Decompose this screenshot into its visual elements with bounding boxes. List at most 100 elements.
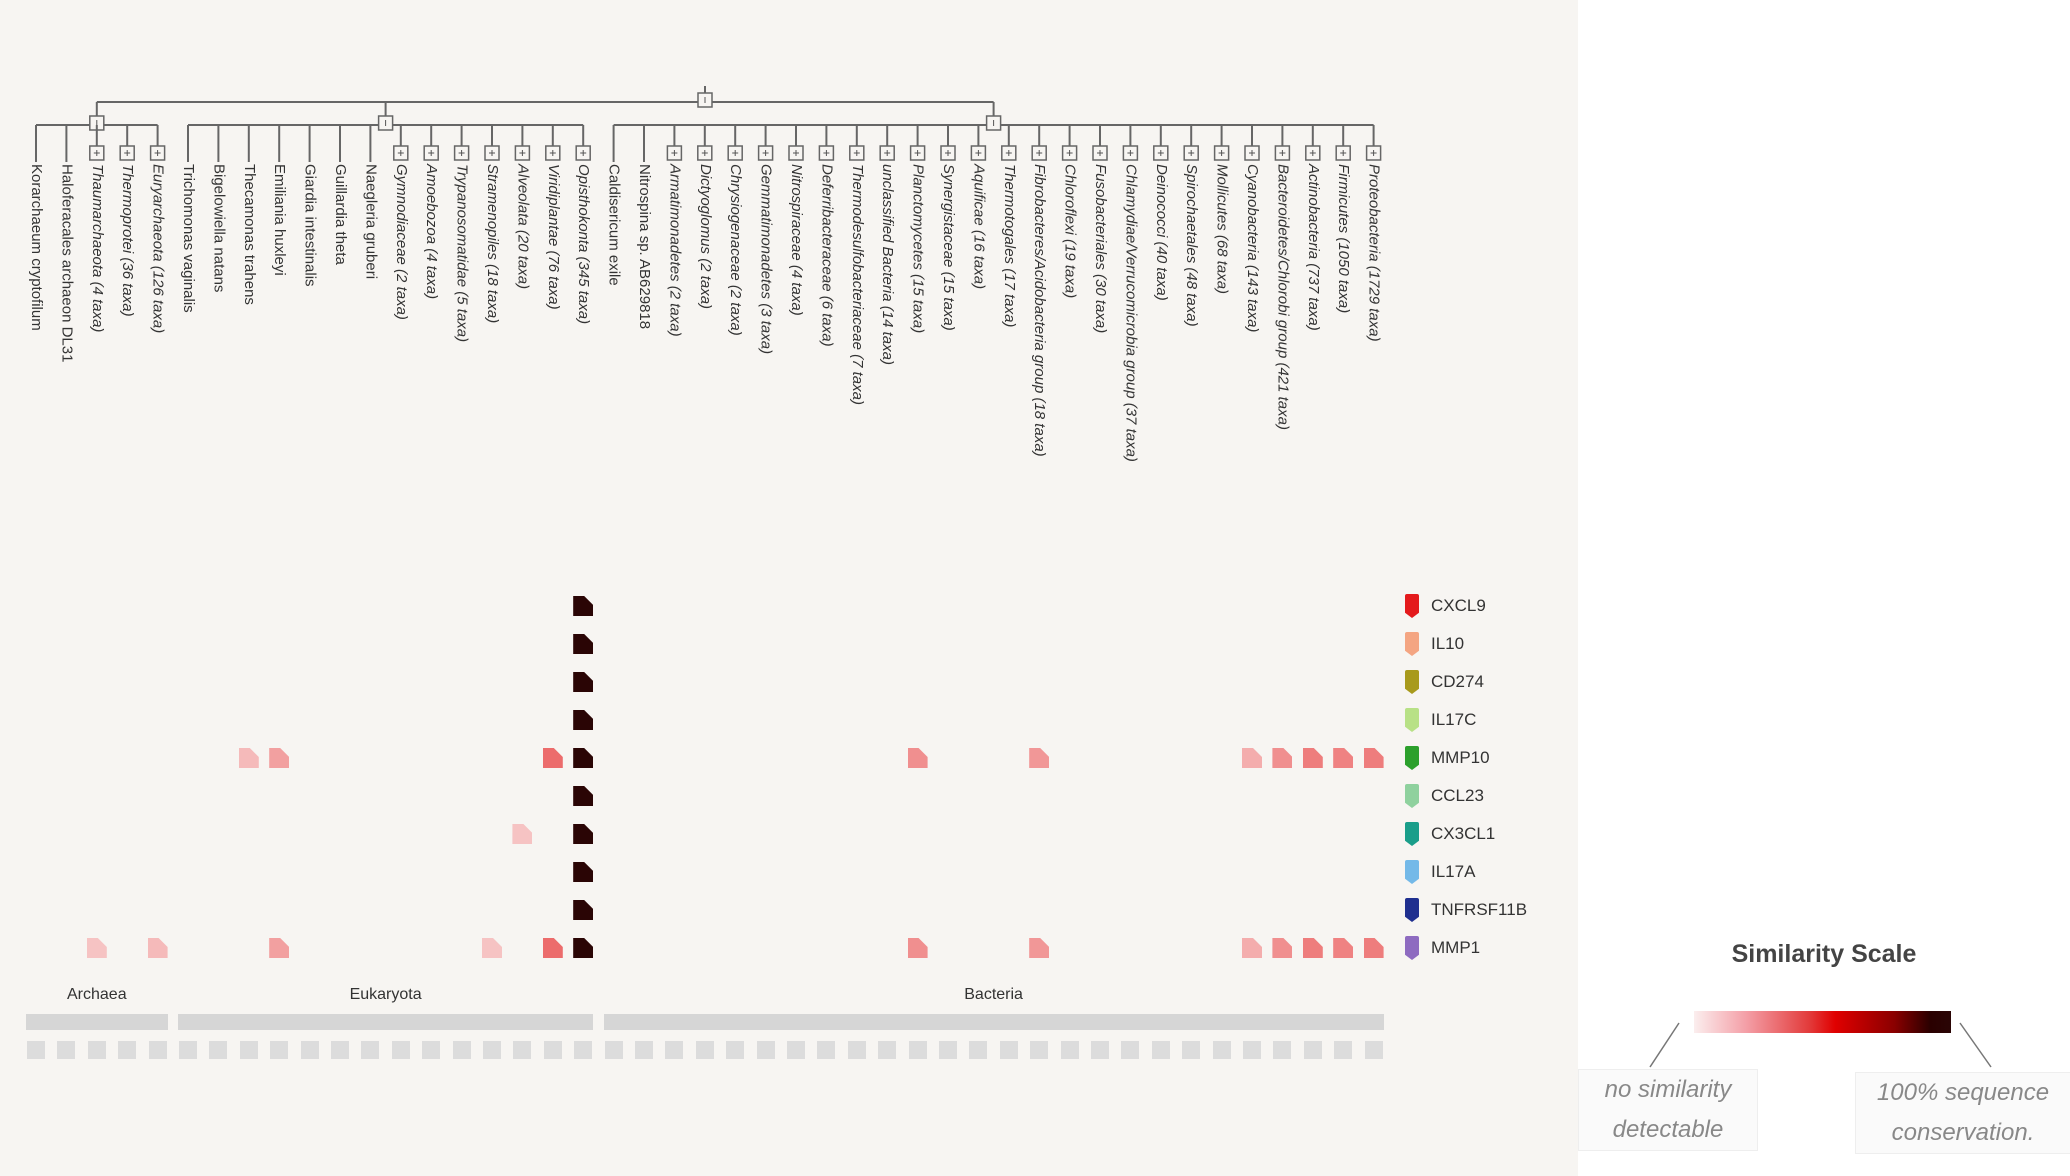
column-selector[interactable] xyxy=(1182,1041,1201,1059)
column-selector[interactable] xyxy=(331,1041,349,1059)
expand-node-button[interactable] xyxy=(484,145,500,161)
root-node-toggle[interactable] xyxy=(697,92,713,108)
taxon-label[interactable]: Thaumarchaeota (4 taxa) xyxy=(88,164,106,333)
taxon-label[interactable]: Thermoprotei (36 taxa) xyxy=(119,164,137,317)
taxon-label[interactable]: Alveolata (20 taxa) xyxy=(514,164,532,290)
expand-node-button[interactable] xyxy=(119,145,135,161)
column-selector[interactable] xyxy=(179,1041,197,1059)
heatmap-cell[interactable] xyxy=(573,900,594,920)
expand-node-button[interactable] xyxy=(1092,145,1108,161)
column-selector[interactable] xyxy=(27,1041,45,1059)
expand-node-button[interactable] xyxy=(575,145,591,161)
column-selector[interactable] xyxy=(878,1041,897,1059)
heatmap-cell[interactable] xyxy=(573,862,594,882)
legend-item[interactable]: CX3CL1 xyxy=(1405,819,1495,849)
column-selector[interactable] xyxy=(422,1041,441,1059)
heatmap-cell[interactable] xyxy=(1272,938,1293,958)
column-selector[interactable] xyxy=(209,1041,228,1059)
taxon-label[interactable]: Chloroflexi (19 taxa) xyxy=(1061,164,1079,299)
domain-bar[interactable] xyxy=(603,1014,1384,1030)
expand-node-button[interactable] xyxy=(879,145,895,161)
column-selector[interactable] xyxy=(1364,1041,1383,1059)
expand-node-button[interactable] xyxy=(909,145,926,161)
expand-node-button[interactable] xyxy=(757,145,774,161)
column-selector[interactable] xyxy=(87,1041,106,1059)
taxon-label[interactable]: Chlamydiae/Verrucomicrobia group (37 tax… xyxy=(1122,164,1140,462)
taxon-label[interactable]: Thecamonas trahens xyxy=(240,164,258,305)
domain-bar[interactable] xyxy=(178,1014,594,1030)
expand-node-button[interactable] xyxy=(1244,145,1260,161)
legend-item[interactable]: CXCL9 xyxy=(1405,591,1486,621)
heatmap-cell[interactable] xyxy=(573,672,594,692)
taxon-label[interactable]: Haloferacales archaeon DL31 xyxy=(58,164,76,363)
column-selector[interactable] xyxy=(270,1041,289,1059)
taxon-label[interactable]: Guillardia theta xyxy=(332,164,349,265)
taxon-label[interactable]: Naegleria gruberi xyxy=(362,164,380,280)
taxon-label[interactable]: Armatimonadetes (2 taxa) xyxy=(666,164,684,337)
domain-node-toggle-eukaryota[interactable] xyxy=(377,115,394,131)
heatmap-cell[interactable] xyxy=(1333,938,1354,958)
taxon-label[interactable]: Mollicutes (68 taxa) xyxy=(1213,164,1231,295)
legend-item[interactable]: CCL23 xyxy=(1405,781,1484,811)
column-selector[interactable] xyxy=(118,1041,137,1059)
column-selector[interactable] xyxy=(1091,1041,1109,1059)
taxon-label[interactable]: Opisthokonta (345 taxa) xyxy=(575,164,593,325)
heatmap-cell[interactable] xyxy=(1333,748,1354,768)
taxon-label[interactable]: Deinococci (40 taxa) xyxy=(1152,164,1170,301)
heatmap-cell[interactable] xyxy=(542,938,563,958)
column-selector[interactable] xyxy=(1303,1041,1322,1059)
expand-node-button[interactable] xyxy=(453,145,470,161)
heatmap-cell[interactable] xyxy=(1363,748,1384,768)
taxon-label[interactable]: Korarchaeum cryptofilum xyxy=(28,164,45,331)
column-selector[interactable] xyxy=(57,1041,76,1059)
column-selector[interactable] xyxy=(1151,1041,1170,1059)
expand-node-button[interactable] xyxy=(1305,145,1321,161)
expand-node-button[interactable] xyxy=(1274,145,1291,161)
expand-node-button[interactable] xyxy=(849,145,865,161)
column-selector[interactable] xyxy=(939,1041,957,1059)
taxon-label[interactable]: Fibrobacteres/Acidobacteria group (18 ta… xyxy=(1031,164,1049,457)
column-selector[interactable] xyxy=(391,1041,410,1059)
column-selector[interactable] xyxy=(756,1041,775,1059)
taxon-label[interactable]: Gymnodiaceae (2 taxa) xyxy=(392,164,410,320)
heatmap-cell[interactable] xyxy=(1272,748,1293,768)
expand-node-button[interactable] xyxy=(514,145,531,161)
heatmap-cell[interactable] xyxy=(86,938,107,958)
taxon-label[interactable]: Firmicutes (1050 taxa) xyxy=(1335,164,1353,314)
taxon-label[interactable]: Amoebozoa (4 taxa) xyxy=(423,164,441,300)
taxon-label[interactable]: Aquificae (16 taxa) xyxy=(970,164,988,290)
column-selector[interactable] xyxy=(483,1041,501,1059)
taxon-label[interactable]: Thermotogales (17 taxa) xyxy=(1000,164,1018,328)
legend-item[interactable]: IL10 xyxy=(1405,629,1464,659)
domain-node-toggle-bacteria[interactable] xyxy=(985,115,1002,131)
taxon-label[interactable]: Proteobacteria (1729 taxa) xyxy=(1365,164,1383,342)
column-selector[interactable] xyxy=(817,1041,836,1059)
column-selector[interactable] xyxy=(847,1041,866,1059)
expand-node-button[interactable] xyxy=(697,145,713,161)
heatmap-cell[interactable] xyxy=(573,938,594,958)
heatmap-cell[interactable] xyxy=(1302,938,1323,958)
taxon-label[interactable]: Giardia intestinalis xyxy=(301,164,319,287)
expand-node-button[interactable] xyxy=(727,145,743,161)
column-selector[interactable] xyxy=(300,1041,319,1059)
taxon-label[interactable]: Gemmatimonadetes (3 taxa) xyxy=(757,164,775,355)
expand-node-button[interactable] xyxy=(1031,145,1047,161)
taxon-label[interactable]: Deferribacteraceae (6 taxa) xyxy=(818,164,836,347)
heatmap-cell[interactable] xyxy=(573,710,594,730)
heatmap-cell[interactable] xyxy=(1242,938,1262,958)
expand-node-button[interactable] xyxy=(1335,145,1351,161)
column-selector[interactable] xyxy=(1030,1041,1049,1059)
expand-node-button[interactable] xyxy=(393,145,409,161)
taxon-label[interactable]: Nitrospina sp. AB629818 xyxy=(636,164,653,330)
heatmap-cell[interactable] xyxy=(1029,938,1050,958)
expand-node-button[interactable] xyxy=(940,145,956,161)
legend-item[interactable]: CD274 xyxy=(1405,667,1484,697)
taxon-label[interactable]: Euryarchaeota (126 taxa) xyxy=(149,164,167,334)
legend-item[interactable]: MMP1 xyxy=(1405,933,1480,963)
expand-node-button[interactable] xyxy=(970,145,987,161)
taxon-label[interactable]: Emiliania huxleyi xyxy=(271,164,289,276)
heatmap-cell[interactable] xyxy=(573,748,594,768)
column-selector[interactable] xyxy=(999,1041,1018,1059)
taxon-label[interactable]: Spirochaetales (48 taxa) xyxy=(1183,164,1201,327)
expand-node-button[interactable] xyxy=(149,145,166,161)
